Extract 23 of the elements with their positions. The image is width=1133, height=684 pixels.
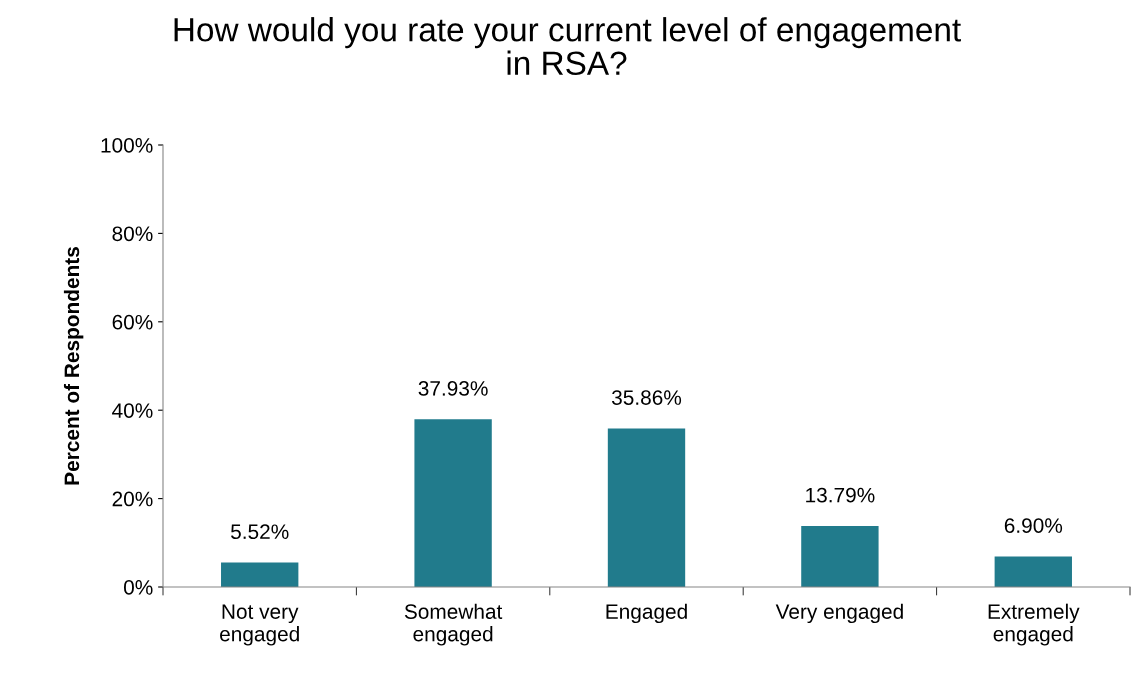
bar (801, 526, 879, 587)
x-tick-label: Very engaged (775, 603, 903, 624)
y-axis-title: Percent of Respondents (63, 247, 84, 485)
x-tick-label: Not very engaged (220, 604, 299, 646)
y-tick-label: 20% (112, 491, 153, 507)
data-label: 6.90% (1004, 518, 1063, 533)
bar (607, 428, 686, 587)
data-label: 13.79% (806, 487, 875, 503)
chart-title: How would you rate your current level of engagement in RSA? (174, 17, 961, 76)
y-tick-label: 60% (112, 314, 153, 330)
bar (994, 556, 1072, 587)
y-tick-label: 40% (112, 403, 153, 418)
y-tick-label: 100% (101, 138, 153, 153)
data-label: 37.93% (418, 381, 488, 396)
bar (414, 419, 492, 587)
x-tick-label: Engaged (606, 603, 687, 624)
data-label: 35.86% (611, 390, 682, 405)
y-tick-label: 0% (123, 580, 153, 595)
x-tick-label: Somewhat engaged (404, 603, 503, 646)
data-label: 5.52% (231, 524, 289, 540)
y-tick-label: 80% (112, 226, 153, 242)
bar (221, 562, 299, 587)
x-tick-label: Extremely engaged (988, 603, 1080, 646)
